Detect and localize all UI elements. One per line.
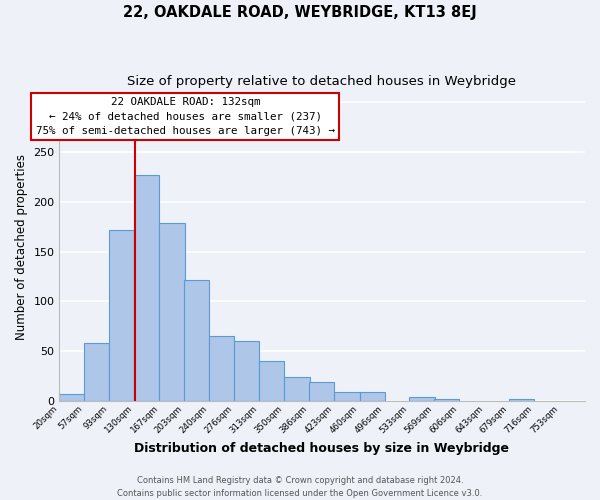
- Bar: [509, 400, 535, 402]
- Text: Contains HM Land Registry data © Crown copyright and database right 2024.
Contai: Contains HM Land Registry data © Crown c…: [118, 476, 482, 498]
- Bar: [309, 382, 334, 402]
- Y-axis label: Number of detached properties: Number of detached properties: [15, 154, 28, 340]
- Bar: [134, 175, 159, 402]
- Bar: [234, 342, 259, 402]
- Bar: [259, 362, 284, 402]
- X-axis label: Distribution of detached houses by size in Weybridge: Distribution of detached houses by size …: [134, 442, 509, 455]
- Title: Size of property relative to detached houses in Weybridge: Size of property relative to detached ho…: [127, 75, 517, 88]
- Bar: [334, 392, 359, 402]
- Bar: [284, 378, 310, 402]
- Bar: [159, 222, 185, 402]
- Bar: [409, 398, 434, 402]
- Bar: [59, 394, 84, 402]
- Bar: [209, 336, 235, 402]
- Text: 22, OAKDALE ROAD, WEYBRIDGE, KT13 8EJ: 22, OAKDALE ROAD, WEYBRIDGE, KT13 8EJ: [123, 5, 477, 20]
- Text: 22 OAKDALE ROAD: 132sqm
← 24% of detached houses are smaller (237)
75% of semi-d: 22 OAKDALE ROAD: 132sqm ← 24% of detache…: [36, 97, 335, 136]
- Bar: [109, 230, 134, 402]
- Bar: [184, 280, 209, 402]
- Bar: [84, 344, 109, 402]
- Bar: [359, 392, 385, 402]
- Bar: [434, 400, 459, 402]
